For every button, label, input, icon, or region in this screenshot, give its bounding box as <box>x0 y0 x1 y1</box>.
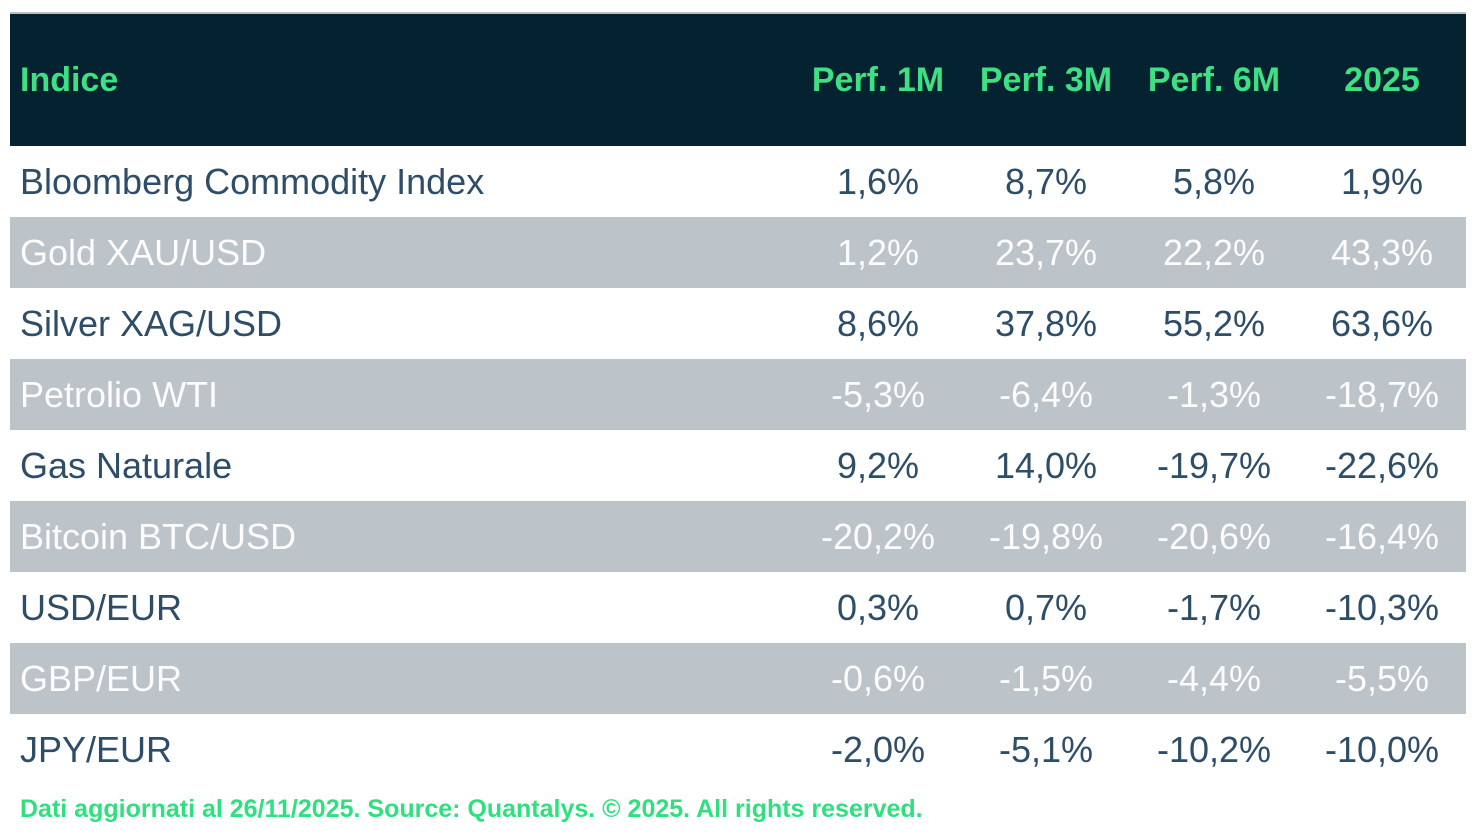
perf-value: -10,2% <box>1156 728 1272 770</box>
column-header-perf-6m: Perf. 6M <box>1147 60 1281 99</box>
perf-value: -10,3% <box>1324 586 1440 628</box>
row-label: Petrolio WTI <box>20 373 219 415</box>
column-header-perf-3m: Perf. 3M <box>979 60 1113 99</box>
perf-value: 55,2% <box>1162 302 1266 344</box>
row-label: GBP/EUR <box>20 657 183 699</box>
perf-value: -19,7% <box>1156 444 1272 486</box>
perf-value: -1,7% <box>1166 586 1262 628</box>
perf-value: -1,3% <box>1166 373 1262 415</box>
row-label: Gold XAU/USD <box>20 231 267 273</box>
perf-value: 23,7% <box>994 231 1098 273</box>
perf-value: 9,2% <box>836 444 920 486</box>
column-header-2025: 2025 <box>1344 60 1420 99</box>
perf-value: 8,7% <box>1004 160 1088 202</box>
table-row: Gold XAU/USD 1,2% 23,7% 22,2% 43,3% <box>10 217 1466 288</box>
perf-value: -4,4% <box>1166 657 1262 699</box>
perf-value: -5,1% <box>998 728 1094 770</box>
table-row: GBP/EUR -0,6% -1,5% -4,4% -5,5% <box>10 643 1466 714</box>
column-header-perf-1m: Perf. 1M <box>811 60 945 99</box>
table-body: Bloomberg Commodity Index 1,6% 8,7% 5,8% 1,9… <box>10 146 1466 785</box>
perf-value: 22,2% <box>1162 231 1266 273</box>
table-row: Petrolio WTI -5,3% -6,4% -1,3% -18,7% <box>10 359 1466 430</box>
perf-value: 14,0% <box>994 444 1098 486</box>
row-label: JPY/EUR <box>20 728 173 770</box>
perf-value: -5,3% <box>830 373 926 415</box>
perf-value: 1,6% <box>836 160 920 202</box>
perf-value: 5,8% <box>1172 160 1256 202</box>
perf-value: 43,3% <box>1330 231 1434 273</box>
table-header: Indice Perf. 1M Perf. 3M Perf. 6M 2025 <box>10 13 1466 146</box>
row-label: USD/EUR <box>20 586 183 628</box>
footer-attribution: Dati aggiornati al 26/11/2025. Source: Q… <box>20 795 923 823</box>
column-header-indice: Indice <box>20 60 119 99</box>
table-row: USD/EUR 0,3% 0,7% -1,7% -10,3% <box>10 572 1466 643</box>
row-label: Gas Naturale <box>20 444 233 486</box>
perf-value: -19,8% <box>988 515 1104 557</box>
perf-value: -6,4% <box>998 373 1094 415</box>
perf-value: -22,6% <box>1324 444 1440 486</box>
perf-value: -20,2% <box>820 515 936 557</box>
perf-value: 1,2% <box>836 231 920 273</box>
table-row: JPY/EUR -2,0% -5,1% -10,2% -10,0% <box>10 714 1466 785</box>
perf-value: -20,6% <box>1156 515 1272 557</box>
perf-value: 37,8% <box>994 302 1098 344</box>
performance-table: Indice Perf. 1M Perf. 3M Perf. 6M 2025 B… <box>10 12 1466 785</box>
perf-value: 0,3% <box>836 586 920 628</box>
table-header-row: Indice Perf. 1M Perf. 3M Perf. 6M 2025 <box>10 13 1466 146</box>
perf-value: -18,7% <box>1324 373 1440 415</box>
table-row: Bloomberg Commodity Index 1,6% 8,7% 5,8% 1,9… <box>10 146 1466 217</box>
table-row: Bitcoin BTC/USD -20,2% -19,8% -20,6% -16,4% <box>10 501 1466 572</box>
row-label: Bitcoin BTC/USD <box>20 515 297 557</box>
perf-value: -10,0% <box>1324 728 1440 770</box>
perf-value: 63,6% <box>1330 302 1434 344</box>
perf-value: 1,9% <box>1340 160 1424 202</box>
row-label: Bloomberg Commodity Index <box>20 160 485 202</box>
table-row: Gas Naturale 9,2% 14,0% -19,7% -22,6% <box>10 430 1466 501</box>
perf-value: -1,5% <box>998 657 1094 699</box>
perf-value: -16,4% <box>1324 515 1440 557</box>
perf-value: -2,0% <box>830 728 926 770</box>
row-label: Silver XAG/USD <box>20 302 283 344</box>
perf-value: -0,6% <box>830 657 926 699</box>
perf-value: 8,6% <box>836 302 920 344</box>
table-row: Silver XAG/USD 8,6% 37,8% 55,2% 63,6% <box>10 288 1466 359</box>
perf-value: -5,5% <box>1334 657 1430 699</box>
perf-value: 0,7% <box>1004 586 1088 628</box>
